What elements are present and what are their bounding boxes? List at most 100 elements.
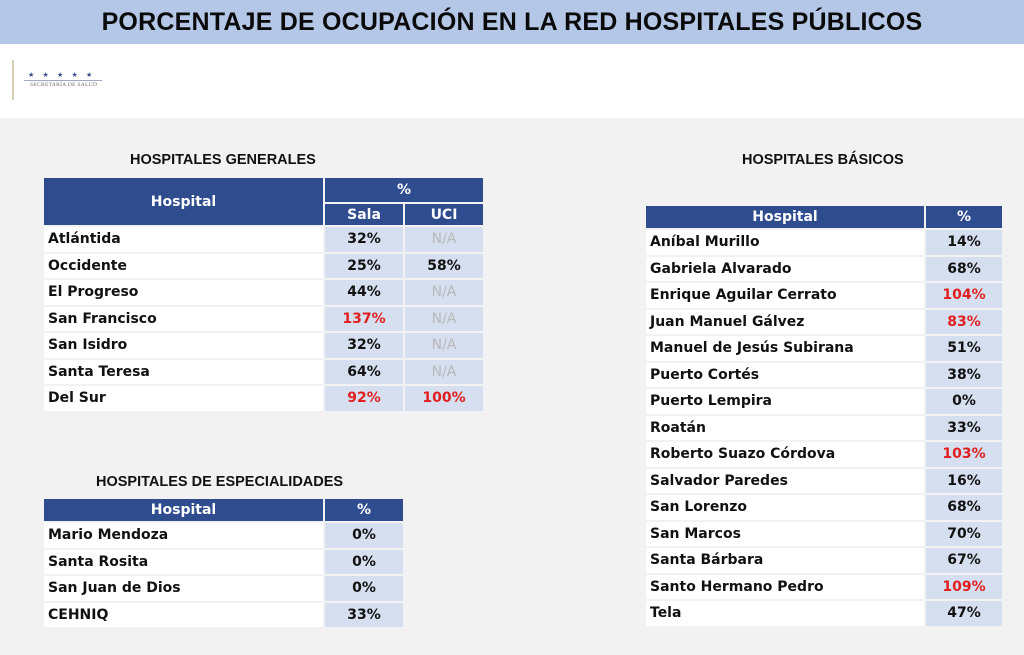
pct-value: 68% bbox=[926, 495, 1002, 520]
table-row: Santa Teresa 64% N/A bbox=[44, 359, 483, 384]
pct-value: 83% bbox=[926, 309, 1002, 334]
hospital-name: Roatán bbox=[646, 415, 924, 440]
uci-value: 58% bbox=[405, 253, 483, 278]
table-row: Tela 47% bbox=[646, 601, 1002, 626]
uci-value: N/A bbox=[405, 333, 483, 358]
hospital-name: Santa Teresa bbox=[44, 359, 323, 384]
table-row: Occidente 25% 58% bbox=[44, 253, 483, 278]
hospital-name: San Juan de Dios bbox=[44, 576, 323, 601]
pct-value: 14% bbox=[926, 230, 1002, 255]
pct-value: 16% bbox=[926, 468, 1002, 493]
hospital-name: El Progreso bbox=[44, 280, 323, 305]
pct-value: 33% bbox=[325, 602, 403, 627]
hospital-name: Enrique Aguilar Cerrato bbox=[646, 283, 924, 308]
hospital-name: Occidente bbox=[44, 253, 323, 278]
uci-value: N/A bbox=[405, 280, 483, 305]
pct-value: 68% bbox=[926, 256, 1002, 281]
pct-value: 0% bbox=[325, 523, 403, 548]
basicos-title: HOSPITALES BÁSICOS bbox=[742, 152, 904, 168]
table-row: Atlántida 32% N/A bbox=[44, 227, 483, 252]
pct-value: 70% bbox=[926, 521, 1002, 546]
logo-text: SECRETARÍA DE SALUD bbox=[30, 82, 98, 88]
table-row: CEHNIQ 33% bbox=[44, 602, 403, 627]
pct-value: 67% bbox=[926, 548, 1002, 573]
hospital-name: Tela bbox=[646, 601, 924, 626]
table-row: Puerto Cortés 38% bbox=[646, 362, 1002, 387]
table-row: Aníbal Murillo 14% bbox=[646, 230, 1002, 255]
pct-value: 0% bbox=[926, 389, 1002, 414]
especialidades-table: Hospital % Mario Mendoza 0% Santa Rosita 0%… bbox=[42, 497, 405, 629]
sala-value: 32% bbox=[325, 227, 403, 252]
table-row: San Isidro 32% N/A bbox=[44, 333, 483, 358]
hospital-name: San Isidro bbox=[44, 333, 323, 358]
hospital-name: Aníbal Murillo bbox=[646, 230, 924, 255]
hospital-name: Salvador Paredes bbox=[646, 468, 924, 493]
uci-value: N/A bbox=[405, 359, 483, 384]
pct-value: 47% bbox=[926, 601, 1002, 626]
pct-value: 103% bbox=[926, 442, 1002, 467]
hospital-name: Atlántida bbox=[44, 227, 323, 252]
generales-table: Hospital % Sala UCI Atlántida 32% N/A Occid… bbox=[42, 176, 485, 413]
pct-value: 0% bbox=[325, 576, 403, 601]
table-row: El Progreso 44% N/A bbox=[44, 280, 483, 305]
hospital-name: San Francisco bbox=[44, 306, 323, 331]
table-row: San Juan de Dios 0% bbox=[44, 576, 403, 601]
sala-value: 92% bbox=[325, 386, 403, 411]
table-row: Puerto Lempira 0% bbox=[646, 389, 1002, 414]
uci-value: N/A bbox=[405, 306, 483, 331]
logo-stars-icon: ★ ★ ★ ★ ★ bbox=[28, 71, 96, 79]
generales-col-sala: Sala bbox=[325, 204, 403, 225]
basicos-col-hospital: Hospital bbox=[646, 206, 924, 228]
hospital-name: Manuel de Jesús Subirana bbox=[646, 336, 924, 361]
sala-value: 44% bbox=[325, 280, 403, 305]
hospital-name: San Lorenzo bbox=[646, 495, 924, 520]
table-row: Santa Bárbara 67% bbox=[646, 548, 1002, 573]
generales-col-hospital: Hospital bbox=[44, 178, 323, 225]
hospital-name: Roberto Suazo Córdova bbox=[646, 442, 924, 467]
hospital-name: Puerto Cortés bbox=[646, 362, 924, 387]
especialidades-col-pct: % bbox=[325, 499, 403, 521]
basicos-col-pct: % bbox=[926, 206, 1002, 228]
generales-title: HOSPITALES GENERALES bbox=[130, 152, 316, 168]
uci-value: 100% bbox=[405, 386, 483, 411]
table-row: Santa Rosita 0% bbox=[44, 549, 403, 574]
hospital-name: CEHNIQ bbox=[44, 602, 323, 627]
sala-value: 25% bbox=[325, 253, 403, 278]
hospital-name: Puerto Lempira bbox=[646, 389, 924, 414]
hospital-name: Santa Rosita bbox=[44, 549, 323, 574]
basicos-table: Hospital % Aníbal Murillo 14% Gabriela Alv… bbox=[644, 204, 1004, 628]
table-row: Roberto Suazo Córdova 103% bbox=[646, 442, 1002, 467]
especialidades-title: HOSPITALES DE ESPECIALIDADES bbox=[96, 474, 344, 490]
table-row: San Francisco 137% N/A bbox=[44, 306, 483, 331]
pct-value: 109% bbox=[926, 574, 1002, 599]
table-row: Roatán 33% bbox=[646, 415, 1002, 440]
sala-value: 32% bbox=[325, 333, 403, 358]
hospital-name: San Marcos bbox=[646, 521, 924, 546]
uci-value: N/A bbox=[405, 227, 483, 252]
table-row: Manuel de Jesús Subirana 51% bbox=[646, 336, 1002, 361]
table-row: Mario Mendoza 0% bbox=[44, 523, 403, 548]
hospital-name: Juan Manuel Gálvez bbox=[646, 309, 924, 334]
pct-value: 0% bbox=[325, 549, 403, 574]
table-row: San Marcos 70% bbox=[646, 521, 1002, 546]
logo-band: ★ ★ ★ ★ ★ SECRETARÍA DE SALUD bbox=[0, 44, 1024, 118]
table-row: Del Sur 92% 100% bbox=[44, 386, 483, 411]
pct-value: 38% bbox=[926, 362, 1002, 387]
hospital-name: Gabriela Alvarado bbox=[646, 256, 924, 281]
logo-rule bbox=[24, 80, 102, 81]
especialidades-col-hospital: Hospital bbox=[44, 499, 323, 521]
table-row: Salvador Paredes 16% bbox=[646, 468, 1002, 493]
hospital-name: Mario Mendoza bbox=[44, 523, 323, 548]
generales-col-pct: % bbox=[325, 178, 483, 202]
hospital-name: Santo Hermano Pedro bbox=[646, 574, 924, 599]
title-bar: PORCENTAJE DE OCUPACIÓN EN LA RED HOSPIT… bbox=[0, 0, 1024, 44]
sala-value: 64% bbox=[325, 359, 403, 384]
hospital-name: Santa Bárbara bbox=[646, 548, 924, 573]
table-row: Enrique Aguilar Cerrato 104% bbox=[646, 283, 1002, 308]
pct-value: 51% bbox=[926, 336, 1002, 361]
pct-value: 33% bbox=[926, 415, 1002, 440]
hospital-name: Del Sur bbox=[44, 386, 323, 411]
table-row: Santo Hermano Pedro 109% bbox=[646, 574, 1002, 599]
table-row: Gabriela Alvarado 68% bbox=[646, 256, 1002, 281]
page-title: PORCENTAJE DE OCUPACIÓN EN LA RED HOSPIT… bbox=[101, 7, 923, 36]
